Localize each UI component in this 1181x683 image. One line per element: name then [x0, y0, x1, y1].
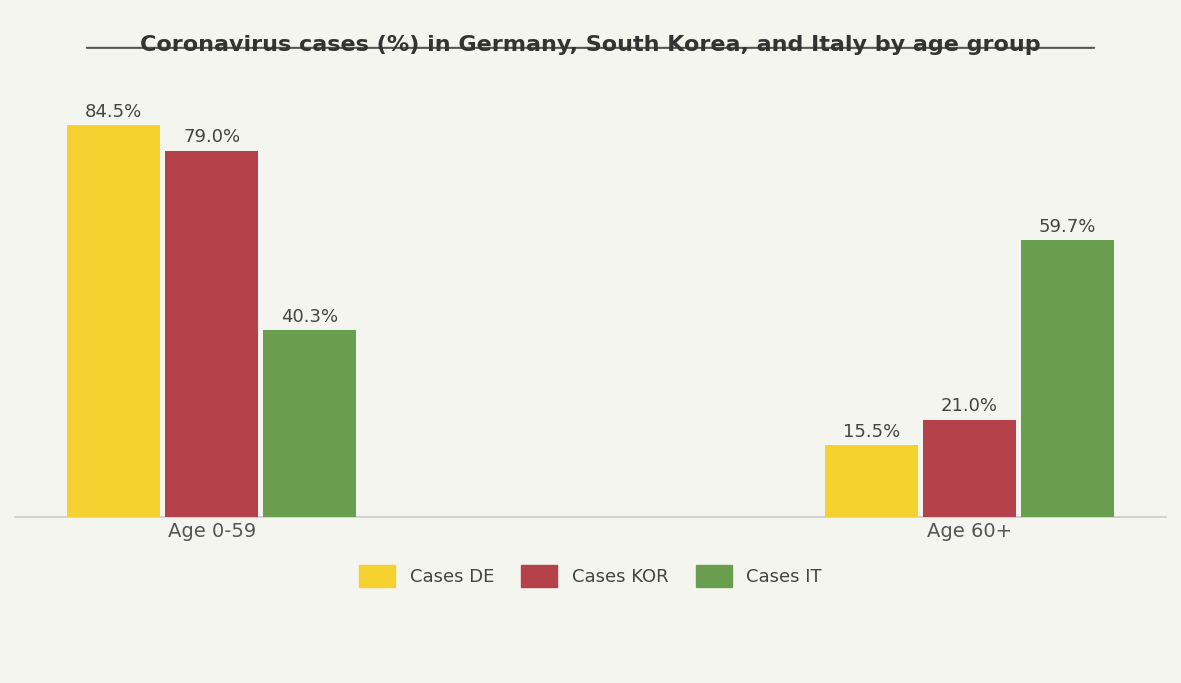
Text: 40.3%: 40.3%	[281, 307, 339, 326]
Text: 79.0%: 79.0%	[183, 128, 241, 146]
Bar	[922, 420, 1016, 517]
Legend: Cases DE, Cases KOR, Cases IT: Cases DE, Cases KOR, Cases IT	[351, 556, 830, 596]
Bar	[67, 125, 161, 517]
Text: 21.0%: 21.0%	[940, 397, 998, 415]
Text: 84.5%: 84.5%	[85, 102, 143, 121]
Bar	[824, 445, 918, 517]
Bar	[263, 331, 357, 517]
Bar	[165, 151, 259, 517]
Title: Coronavirus cases (%) in Germany, South Korea, and Italy by age group: Coronavirus cases (%) in Germany, South …	[141, 36, 1040, 55]
Text: 15.5%: 15.5%	[842, 423, 900, 441]
Bar	[1020, 240, 1114, 517]
Text: 59.7%: 59.7%	[1038, 218, 1096, 236]
